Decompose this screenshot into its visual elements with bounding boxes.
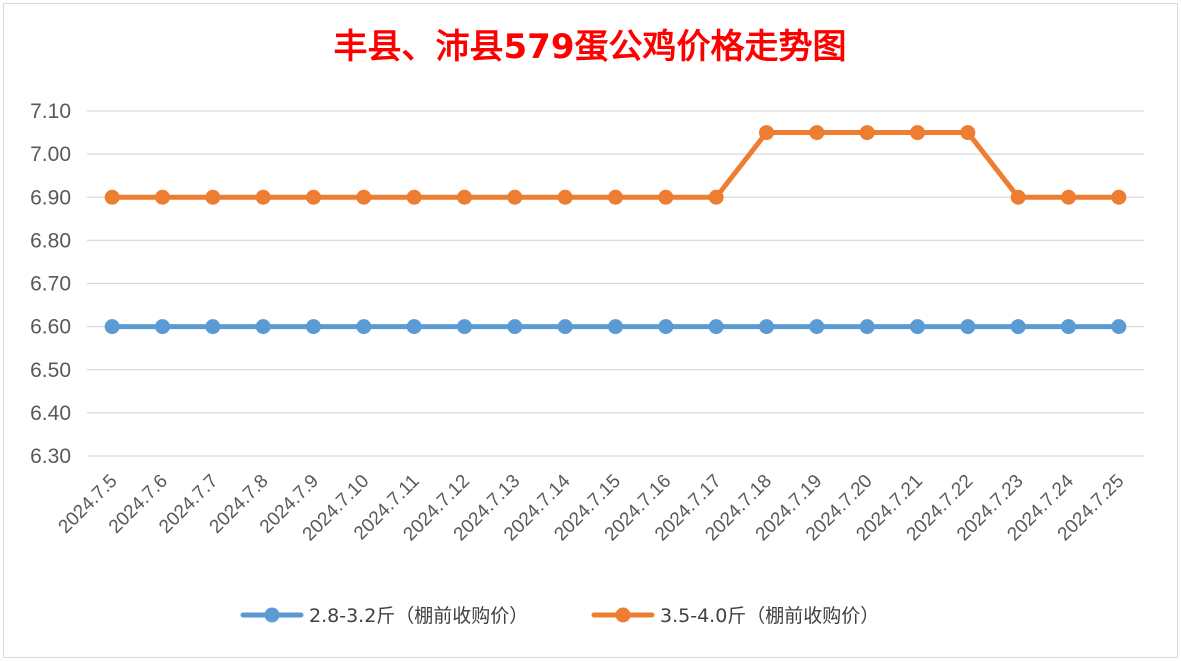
data-point [205,189,221,205]
data-point [759,125,774,141]
data-point [1061,319,1076,335]
y-tick-label: 6.40 [30,402,71,425]
y-tick-label: 6.60 [30,316,71,339]
y-tick-label: 6.80 [30,229,71,252]
data-point [910,319,925,335]
legend-label: 2.8-3.2斤（棚前收购价） [309,605,528,627]
data-point [960,319,976,335]
data-point [557,319,573,335]
legend-swatch-marker [264,607,280,623]
data-point [255,319,271,335]
y-tick-label: 7.00 [30,143,71,166]
data-point [457,319,472,335]
data-point [306,189,321,205]
y-tick-label: 6.70 [30,273,71,296]
data-point [658,319,674,335]
data-point [406,319,422,335]
data-point [1111,189,1127,205]
legend-item: 3.5-4.0斤（棚前收购价） [591,605,879,627]
data-point [507,319,523,335]
data-point [859,319,875,335]
data-point [859,125,875,141]
data-point [608,189,623,205]
y-axis-ticks: 6.30 6.40 6.50 6.60 6.70 6.80 6.90 7.00 7.10 [30,100,71,468]
series-1 [104,319,1127,335]
y-tick-label: 7.10 [30,100,71,123]
data-point [708,319,724,335]
data-point [356,189,372,205]
data-point [960,125,976,141]
data-point [1010,319,1026,335]
data-point [306,319,321,335]
series-2 [104,125,1127,205]
data-point [557,189,573,205]
data-point [658,189,674,205]
data-point [910,125,925,141]
data-point [1061,189,1076,205]
legend-swatch-marker [615,607,631,623]
data-point [356,319,372,335]
data-point [608,319,623,335]
data-point [205,319,221,335]
data-point [104,319,120,335]
chart-title: 丰县、沛县579蛋公鸡价格走势图 [334,27,847,67]
data-point [759,319,774,335]
data-point [507,189,523,205]
data-point [457,189,472,205]
y-tick-label: 6.30 [30,445,71,468]
series-layer [104,125,1127,335]
data-point [155,189,170,205]
legend-label: 3.5-4.0斤（棚前收购价） [660,605,879,627]
legend-item: 2.8-3.2斤（棚前收购价） [240,605,528,627]
data-point [809,319,825,335]
data-point [155,319,170,335]
y-tick-label: 6.90 [30,186,71,209]
data-point [406,189,422,205]
data-point [708,189,724,205]
data-point [255,189,271,205]
data-point [809,125,825,141]
chart-border [3,3,1178,658]
legend: 2.8-3.2斤（棚前收购价） 3.5-4.0斤（棚前收购价） [240,605,879,627]
data-point [1111,319,1127,335]
data-point [104,189,120,205]
y-tick-label: 6.50 [30,359,71,382]
data-point [1010,189,1026,205]
